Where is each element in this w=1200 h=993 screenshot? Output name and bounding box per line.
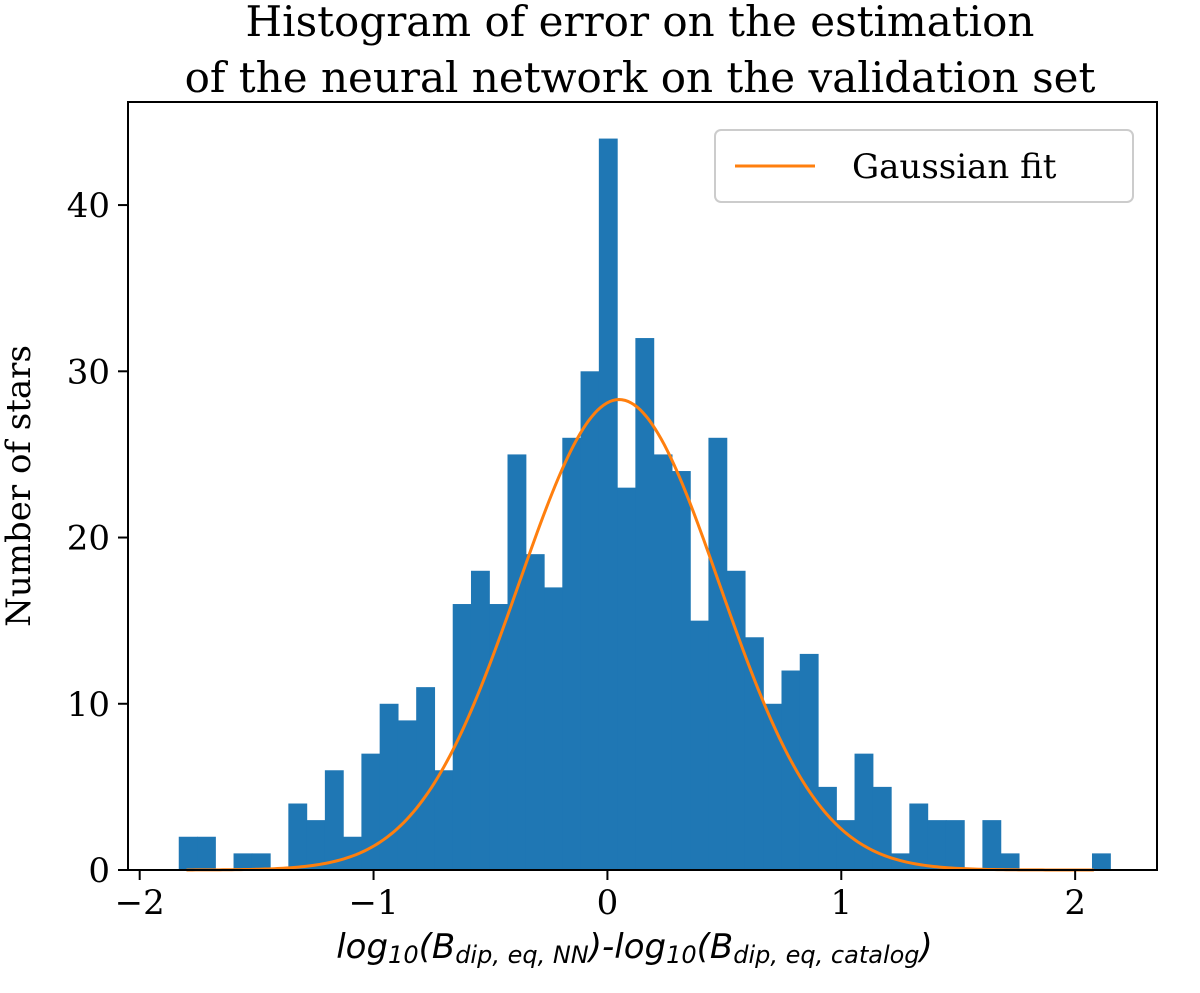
histogram-bar (507, 454, 527, 870)
histogram-bar (617, 487, 636, 870)
histogram-bar (744, 637, 764, 870)
x-axis-ticks: −2 −1 0 1 2 (115, 870, 1086, 923)
histogram-bar (635, 338, 655, 870)
title-line-2: of the neural network on the validation … (185, 53, 1096, 102)
gaussian-fit-line (186, 398, 1094, 872)
histogram-bar (489, 604, 509, 870)
y-tick-label: 40 (67, 186, 110, 226)
x-label-part: (B (697, 927, 734, 967)
histogram-bar (178, 836, 198, 870)
histogram-bar (708, 437, 728, 870)
x-label-subscript: dip, eq, NN (455, 941, 589, 969)
x-label-subscript: dip, eq, catalog (733, 941, 919, 969)
histogram-bar (197, 836, 216, 870)
histogram-bar (671, 471, 691, 870)
histogram-bar (361, 753, 381, 870)
histogram-bar (690, 620, 710, 870)
x-tick-label: 2 (1064, 883, 1086, 923)
y-tick-label: 30 (67, 352, 110, 392)
x-label-part: log (336, 927, 388, 967)
histogram-bar (781, 670, 801, 870)
x-tick-label: 1 (830, 883, 852, 923)
histogram-bar (251, 853, 271, 870)
chart-title: Histogram of error on the estimation of … (185, 0, 1096, 102)
histogram-bar (818, 786, 837, 870)
title-line-1: Histogram of error on the estimation (246, 0, 1035, 46)
histogram-bar (1000, 853, 1020, 870)
legend: Gaussian fit (714, 129, 1134, 203)
histogram-bar (927, 820, 947, 870)
y-tick-label: 10 (67, 685, 110, 725)
histogram-bar (982, 820, 1002, 870)
y-axis-label: Number of stars (0, 345, 39, 627)
histogram-bar (872, 786, 892, 870)
histogram-bar (945, 820, 965, 870)
x-axis-label: log10(Bdip, eq, NN)-log10(Bdip, eq, cata… (336, 927, 933, 969)
histogram-bar (306, 820, 326, 870)
x-label-subscript: 10 (388, 941, 419, 969)
y-tick-label: 0 (88, 851, 110, 891)
x-label-part: )-log (586, 927, 666, 967)
x-label-subscript: 10 (666, 941, 697, 969)
histogram-bar (379, 703, 399, 870)
histogram-bar (525, 554, 545, 870)
histogram-bar (343, 836, 362, 870)
histogram-bar (909, 803, 929, 870)
x-tick-label: −1 (348, 883, 398, 923)
histogram-bar (397, 720, 417, 870)
histogram-bar (580, 371, 600, 870)
histogram-bar (763, 703, 783, 870)
histogram-bar (562, 437, 582, 870)
gaussian-fit-curve-group (186, 398, 1094, 872)
histogram-bar (434, 770, 454, 870)
histogram-bar (836, 820, 856, 870)
histogram-bar (598, 138, 618, 870)
histogram-bars (178, 138, 1111, 870)
histogram-bar (653, 454, 673, 870)
histogram-bar (1091, 853, 1111, 870)
histogram-bar (544, 587, 563, 870)
x-tick-label: −2 (115, 883, 165, 923)
y-axis-ticks: 0 10 20 30 40 (67, 186, 128, 891)
histogram-bar (416, 687, 436, 870)
x-tick-label: 0 (597, 883, 619, 923)
histogram-bar (452, 604, 472, 870)
histogram-bar (324, 770, 344, 870)
legend-label: Gaussian fit (852, 147, 1057, 187)
histogram-bar (470, 570, 490, 870)
histogram-bar (799, 653, 819, 870)
histogram-bar (288, 803, 308, 870)
x-label-part: ) (917, 927, 933, 967)
y-tick-label: 20 (67, 519, 110, 559)
histogram-bar (233, 853, 253, 870)
axes-frame (127, 101, 1158, 871)
legend-box (714, 129, 1134, 203)
histogram-bar (854, 753, 874, 870)
x-label-part: (B (419, 927, 456, 967)
